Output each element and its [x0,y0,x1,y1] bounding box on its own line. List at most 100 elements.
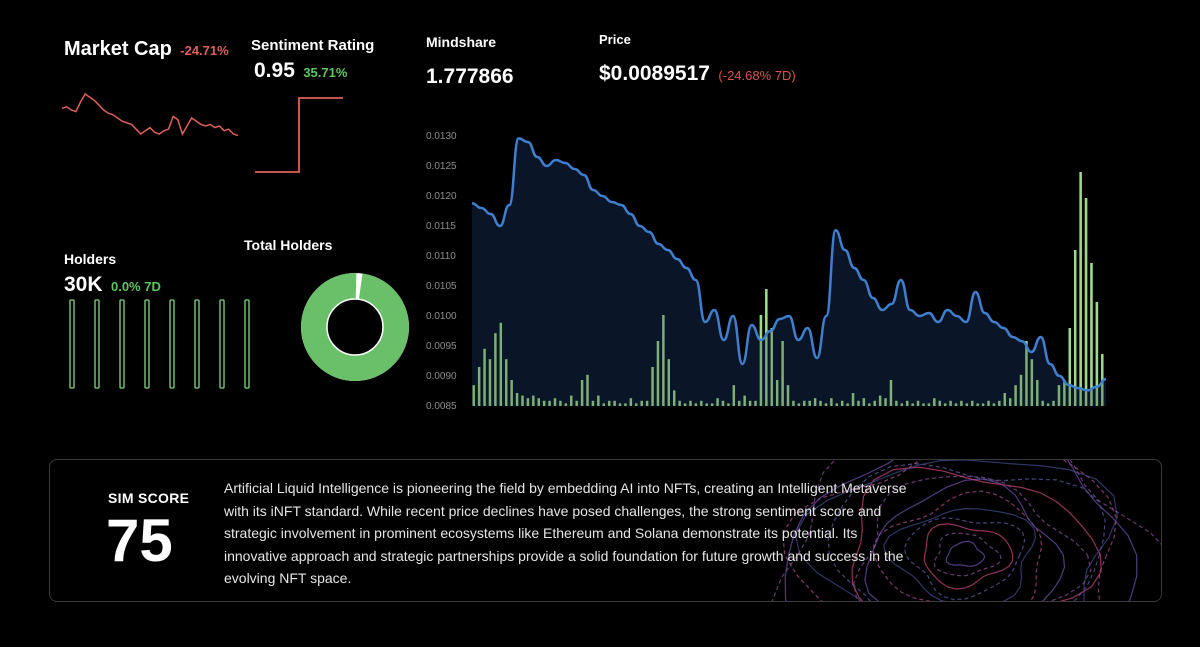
holders-bar [169,299,175,389]
volume-bar [775,380,779,406]
volume-bar [906,400,909,406]
topo-contour [933,532,1002,577]
volume-bar [1036,380,1039,406]
price-label: Price [599,32,631,47]
volume-bar [629,398,633,406]
volume-bar [819,400,822,406]
y-tick-label: 0.0120 [426,191,457,202]
volume-bar [868,403,871,406]
volume-bar [672,390,676,406]
volume-bar [694,403,698,406]
volume-bar [618,403,622,406]
sentiment-line [255,97,343,173]
volume-bar [580,380,584,406]
volume-bar [840,400,844,406]
y-tick-label: 0.0115 [426,221,456,232]
volume-bar [754,400,757,406]
volume-bar [808,400,811,406]
sentiment-change: 35.71% [303,65,348,80]
volume-bar [1046,403,1050,406]
volume-bar [526,398,530,406]
topo-contour [784,460,1138,601]
price-main-chart: 0.0130 0.0125 0.0120 0.0115 0.0110 0.0105 0.01… [426,131,1107,412]
volume-bar [575,400,578,406]
donut-hole [326,298,384,356]
topo-contour [794,460,1118,601]
topo-contour [864,478,1066,601]
volume-bar [851,393,855,406]
volume-bar [716,398,719,406]
volume-bar [1025,341,1028,406]
volume-bar [510,380,513,406]
volume-bar [1090,263,1093,406]
volume-bar [553,398,557,406]
volume-bar [542,400,546,406]
holders-value-row: 30K 0.0% 7D [64,273,161,297]
volume-bar [824,403,828,406]
sim-score-card: SIM SCORE 75 Artificial Liquid Intellige… [49,459,1162,602]
holders-bar [69,299,75,389]
volume-bar [998,400,1001,406]
volume-bar [987,400,990,406]
volume-bar [656,341,660,406]
y-tick-label: 0.0110 [426,251,456,262]
volume-bar [873,400,876,406]
volume-bar [770,328,773,406]
volume-bar [483,348,486,406]
holders-change: 0.0% 7D [110,279,161,294]
market-cap-line [61,92,239,137]
market-cap-sparkline [61,92,239,137]
volume-bar [624,403,627,406]
volume-bar [521,395,524,406]
volume-bar [683,403,687,406]
volume-bar [662,315,665,406]
volume-bar [721,400,725,406]
volume-bar [607,400,611,406]
volume-bar [878,395,882,406]
sentiment-value-row: 0.95 35.71% [254,59,347,83]
volume-bar [889,380,893,406]
volume-bar [570,395,573,406]
holders-bar [244,299,250,389]
volume-bar [781,341,784,406]
volume-bar [1073,250,1077,406]
holders-bar [219,299,225,389]
volume-bar [1068,328,1072,406]
sim-score-value: 75 [106,507,173,574]
market-cap-widget: Market Cap -24.71% [64,38,229,61]
price-value: $0.0089517 [599,62,710,85]
volume-bar [927,403,931,406]
volume-bar [1008,398,1012,406]
volume-bar [916,400,920,406]
price-change: (-24.68% 7D) [718,68,796,83]
volume-bar [710,403,714,406]
volume-bar [743,395,746,406]
holders-bar [94,299,100,389]
price-value-row: $0.0089517 (-24.68% 7D) [599,62,796,86]
volume-bar [1095,302,1099,406]
market-cap-change: -24.71% [180,43,229,58]
market-cap-label: Market Cap [64,38,172,60]
sentiment-value: 0.95 [254,59,295,82]
total-holders-label: Total Holders [244,237,333,253]
volume-bar [477,367,481,406]
volume-bar [992,403,996,406]
volume-bar [981,403,985,406]
volume-bar [884,398,887,406]
holders-bar [119,299,125,389]
volume-bar [949,400,952,406]
volume-bar [1041,400,1044,406]
volume-bar [938,400,941,406]
volume-bar [803,400,806,406]
volume-bar [700,400,703,406]
y-tick-label: 0.0090 [426,371,457,382]
volume-bar [1084,198,1088,406]
volume-bar [602,403,605,406]
volume-bar [813,398,817,406]
volume-bar [954,403,958,406]
topo-contour [945,540,986,567]
sentiment-label: Sentiment Rating [251,37,375,54]
volume-bar [971,400,974,406]
volume-bar [613,400,616,406]
price-line [471,137,1107,392]
